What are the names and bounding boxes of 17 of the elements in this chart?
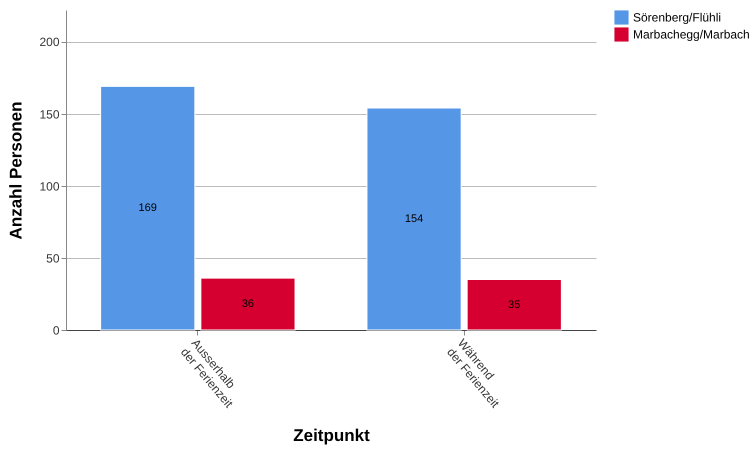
- y-axis-title: Anzahl Personen: [6, 102, 26, 240]
- y-tick-label: 50: [46, 251, 60, 266]
- y-tick-label: 0: [52, 324, 60, 338]
- y-tick-label: 100: [39, 179, 60, 194]
- data-label: 35: [508, 298, 520, 311]
- bar: [366, 108, 462, 330]
- bar: [466, 279, 562, 330]
- legend-label: Sörenberg/Flühli: [633, 10, 722, 24]
- data-label: 36: [242, 298, 254, 310]
- y-tick-label: 200: [39, 35, 60, 50]
- data-label: 169: [138, 202, 157, 214]
- y-tick-label: 150: [39, 107, 60, 122]
- x-axis-title: Zeitpunkt: [293, 426, 370, 445]
- legend-label: Marbachegg/Marbach: [633, 28, 750, 42]
- bar: [100, 86, 196, 330]
- data-label: 154: [404, 213, 424, 226]
- bar: [200, 278, 296, 330]
